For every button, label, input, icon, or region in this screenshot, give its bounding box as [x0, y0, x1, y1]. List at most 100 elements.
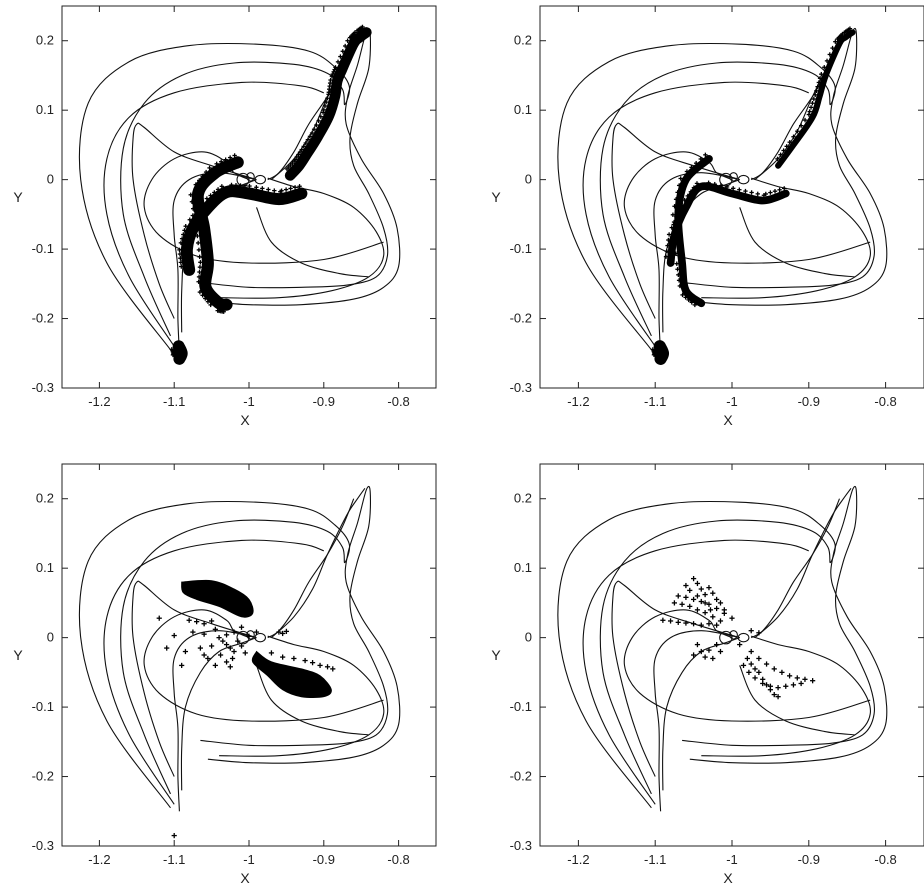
particle-point: [779, 669, 785, 675]
y-axis-label: Y: [491, 189, 501, 205]
particle-point: [196, 279, 201, 284]
particle-point: [683, 295, 688, 300]
particle-point: [824, 58, 830, 64]
particle-point: [194, 226, 199, 232]
particle-point: [321, 107, 326, 113]
particle-point: [706, 180, 711, 185]
particle-point: [740, 662, 747, 669]
separatrix-curve: [750, 40, 841, 181]
particle-point: [833, 39, 838, 44]
particle-point: [188, 192, 193, 197]
particle-point: [227, 645, 233, 651]
particle-point: [254, 185, 259, 190]
particle-point: [694, 580, 701, 587]
particle-point: [807, 109, 812, 114]
y-tick-label: -0.3: [510, 380, 532, 395]
particle-point: [209, 643, 215, 649]
particle-point: [330, 666, 336, 672]
particle-point: [752, 675, 758, 681]
particle-point: [706, 647, 712, 653]
particle-point: [283, 187, 289, 192]
particle-point: [698, 622, 704, 628]
particle-point: [178, 260, 184, 265]
particle-point: [201, 621, 207, 627]
particle-point: [782, 186, 787, 191]
particle-point: [746, 669, 752, 675]
particle-point: [702, 600, 708, 606]
separatrix-curve: [653, 630, 740, 812]
particle-point: [323, 99, 329, 105]
particle-point: [227, 155, 233, 160]
separatrix-curve: [78, 500, 351, 809]
particle-point: [179, 264, 184, 269]
particle-point: [673, 241, 678, 247]
separatrix-curve: [611, 122, 740, 319]
small-loop: [254, 632, 267, 643]
particle-point: [198, 260, 203, 265]
particle-point: [666, 232, 672, 237]
particle-point: [684, 169, 690, 174]
x-tick-label: -1: [726, 852, 738, 867]
particle-point: [698, 156, 703, 162]
particle-point: [193, 182, 199, 187]
particle-point: [763, 661, 770, 667]
particle-point: [231, 629, 237, 635]
particle-point: [806, 112, 812, 117]
particle-point: [197, 178, 202, 183]
panel-top-left: -1.2 -1.1 -1 -0.9 -0.8 -0.3 -0.2 -0.1 0 0.1 0.2 X Y: [13, 5, 437, 428]
particle-point: [182, 648, 189, 655]
particle-point: [208, 302, 213, 308]
particle-point: [272, 188, 277, 193]
particle-point: [278, 189, 283, 194]
y-tick-label: -0.2: [32, 769, 54, 784]
separatrix-curve: [103, 81, 324, 347]
particle-point: [651, 352, 657, 357]
particle-point: [338, 54, 343, 59]
particle-point: [204, 196, 210, 201]
particle-point: [212, 190, 217, 195]
particle-point: [284, 166, 290, 172]
separatrix-curve: [143, 151, 384, 264]
particle-point: [331, 69, 336, 75]
particle-point: [216, 635, 222, 641]
particle-point: [229, 182, 234, 188]
particle-band: [172, 340, 188, 365]
particle-point: [297, 149, 303, 155]
particle-point: [238, 183, 243, 188]
particle-point: [674, 261, 679, 266]
particle-point: [822, 65, 827, 70]
panel-top-right: -1.2 -1.1 -1 -0.9 -0.8 -0.3 -0.2 -0.1 0 0.1 0.2 X Y: [491, 5, 924, 428]
particle-point: [729, 615, 735, 621]
x-axis-label: X: [240, 870, 250, 886]
x-tick-label: -1.1: [644, 394, 666, 409]
particle-point: [209, 618, 215, 624]
y-tick-label: -0.1: [510, 699, 532, 714]
particle-cloud: [251, 650, 332, 699]
particle-point: [205, 655, 211, 662]
particle-point: [301, 144, 306, 149]
particle-point: [197, 254, 202, 260]
particle-point: [815, 84, 820, 89]
particle-point: [744, 655, 750, 662]
particle-point: [325, 95, 330, 101]
particle-point: [200, 174, 205, 179]
particle-point: [217, 652, 224, 658]
particle-point: [307, 134, 313, 139]
particle-point: [814, 88, 819, 94]
particle-point: [706, 601, 712, 607]
separatrix-curve: [623, 609, 871, 722]
particle-point: [330, 71, 336, 77]
particle-point: [266, 187, 271, 192]
particle-point: [678, 176, 683, 181]
particle-point: [660, 617, 666, 623]
particle-point: [219, 184, 225, 189]
particle-point: [756, 655, 762, 662]
x-tick-label: -1: [243, 852, 255, 867]
separatrix-curve: [750, 498, 841, 639]
particle-point: [808, 105, 814, 110]
particle-point: [354, 28, 360, 34]
x-tick-label: -0.8: [387, 394, 409, 409]
particle-point: [190, 206, 196, 211]
particle-point: [675, 267, 680, 272]
y-tick-label: -0.2: [510, 769, 532, 784]
